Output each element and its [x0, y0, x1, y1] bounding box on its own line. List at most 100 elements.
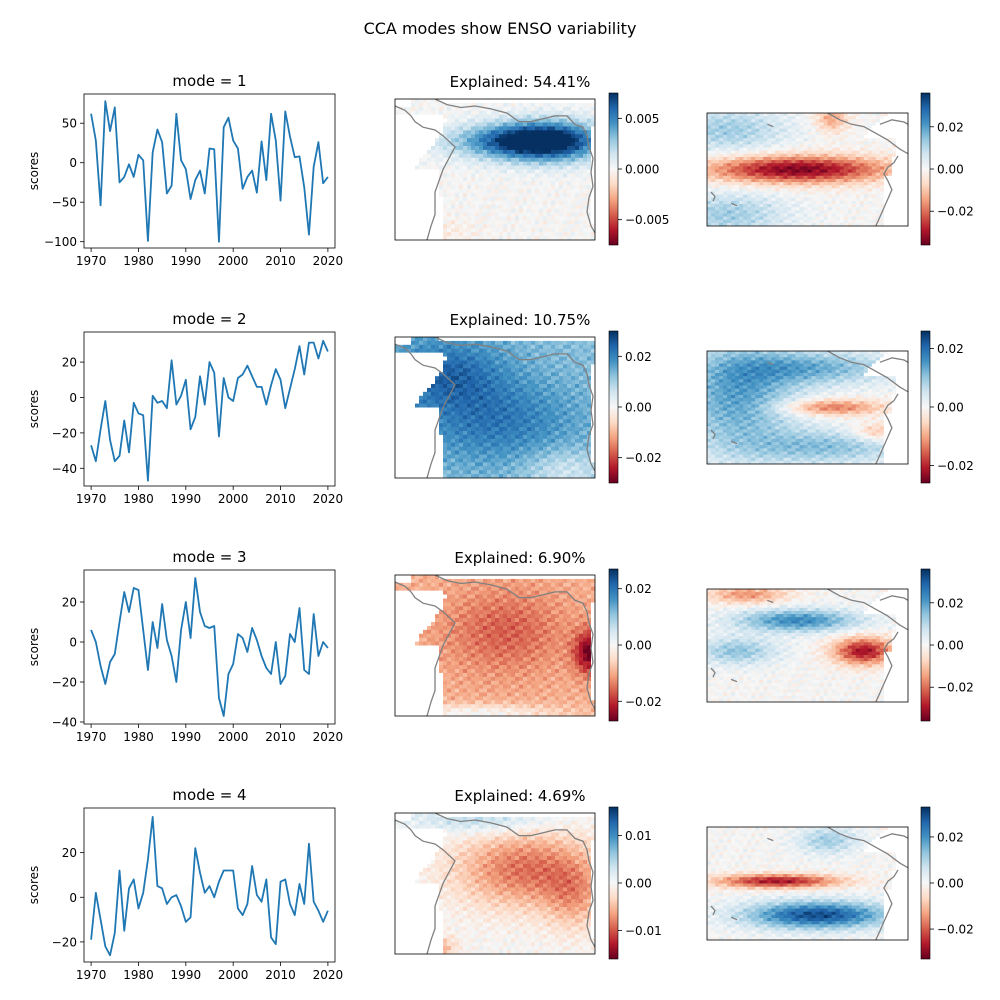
heatmap-cell: [579, 142, 584, 147]
heatmap-cell: [823, 182, 829, 186]
heatmap-cell: [463, 177, 468, 182]
heatmap-cell: [543, 110, 548, 116]
heatmap-cell: [803, 213, 809, 218]
heatmap-cell: [527, 134, 532, 139]
heatmap-cell: [543, 384, 548, 389]
heatmap-cell: [431, 391, 436, 397]
heatmap-cell: [511, 106, 516, 112]
heatmap-cell: [543, 106, 548, 112]
heatmap-cell: [811, 160, 817, 164]
heatmap-cell: [443, 380, 448, 385]
heatmap-cell: [811, 188, 817, 193]
heatmap-cell: [791, 144, 797, 149]
heatmap-cell: [815, 194, 821, 199]
heatmap-cell: [895, 131, 901, 136]
heatmap-cell: [395, 177, 400, 182]
heatmap-cell: [423, 134, 428, 139]
heatmap-cell: [519, 157, 524, 163]
heatmap-cell: [459, 106, 464, 112]
heatmap-cell: [459, 110, 464, 116]
heatmap-cell: [747, 141, 752, 145]
heatmap-cell: [871, 156, 877, 161]
heatmap-cell: [395, 236, 400, 240]
heatmap-cell: [543, 380, 548, 385]
heatmap-cell: [851, 194, 857, 199]
heatmap-cell: [443, 348, 448, 354]
heatmap-cell: [543, 395, 548, 401]
heatmap-cell: [887, 138, 893, 142]
heatmap-cell: [807, 150, 813, 155]
heatmap-cell: [707, 185, 712, 189]
heatmap-cell: [771, 119, 776, 124]
heatmap-cell: [519, 165, 524, 171]
heatmap-cell: [795, 138, 801, 142]
heatmap-cell: [887, 147, 893, 152]
heatmap-cell: [575, 344, 580, 350]
x-tick-label: 1970: [76, 492, 107, 506]
heatmap-cell: [867, 197, 873, 202]
heatmap-cell: [799, 122, 805, 127]
heatmap-cell: [431, 364, 436, 369]
heatmap-cell: [587, 224, 592, 229]
heatmap-cell: [751, 116, 756, 120]
heatmap-cell: [487, 228, 492, 233]
heatmap-cell: [739, 163, 744, 167]
heatmap-cell: [571, 169, 576, 175]
heatmap-cell: [471, 110, 476, 116]
heatmap-cell: [723, 160, 728, 164]
heatmap-cell: [591, 372, 595, 377]
heatmap-cell: [427, 232, 432, 237]
heatmap-cell: [503, 236, 508, 240]
heatmap-cell: [459, 165, 464, 171]
heatmap-cell: [771, 182, 776, 186]
heatmap-cell: [419, 391, 424, 397]
heatmap-cell: [855, 204, 861, 208]
heatmap-cell: [723, 197, 728, 202]
heatmap-cell: [451, 161, 456, 167]
heatmap-cell: [479, 423, 484, 428]
heatmap-cell: [575, 110, 580, 116]
heatmap-cell: [435, 415, 440, 420]
heatmap-cell: [515, 360, 520, 366]
heatmap-cell: [411, 130, 416, 135]
heatmap-cell: [443, 228, 448, 233]
heatmap-cell: [883, 172, 889, 177]
heatmap-cell: [843, 207, 849, 211]
heatmap-cell: [423, 415, 428, 420]
heatmap-cell: [747, 204, 752, 208]
heatmap-cell: [511, 142, 516, 147]
heatmap-cell: [411, 411, 416, 416]
heatmap-cell: [423, 142, 428, 147]
heatmap-cell: [511, 415, 516, 420]
heatmap-cell: [871, 194, 877, 199]
heatmap-cell: [463, 118, 468, 124]
heatmap-cell: [579, 149, 584, 155]
heatmap-cell: [427, 403, 432, 409]
heatmap-cell: [815, 122, 821, 127]
heatmap-cell: [519, 130, 524, 135]
heatmap-cell: [779, 113, 784, 117]
heatmap-cell: [903, 178, 908, 183]
heatmap-cell: [875, 138, 881, 142]
heatmap-cell: [815, 210, 821, 215]
heatmap-cell: [507, 118, 512, 124]
heatmap-cell: [539, 411, 544, 416]
heatmap-cell: [495, 224, 500, 229]
heatmap-cell: [587, 149, 592, 155]
heatmap-cell: [407, 161, 412, 167]
heatmap-cell: [463, 149, 468, 155]
heatmap-cell: [491, 99, 496, 104]
heatmap-cell: [867, 204, 873, 208]
heatmap-cell: [523, 181, 528, 186]
heatmap-cell: [471, 376, 476, 381]
heatmap-cell: [427, 130, 432, 135]
heatmap-cell: [591, 99, 595, 104]
heatmap-cell: [483, 130, 488, 135]
heatmap-cell: [419, 212, 424, 218]
heatmap-cell: [455, 232, 460, 237]
heatmap-cell: [519, 387, 524, 393]
heatmap-cell: [503, 356, 508, 362]
heatmap-cell: [735, 216, 740, 221]
heatmap-cell: [483, 216, 488, 222]
heatmap-cell: [743, 169, 748, 174]
